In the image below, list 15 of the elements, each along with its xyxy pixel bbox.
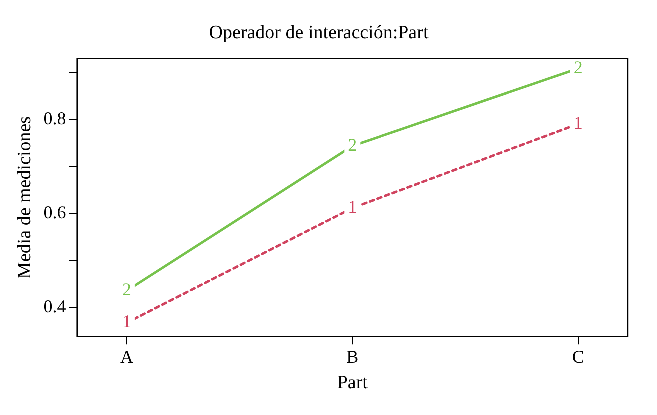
- x-axis-title: Part: [337, 372, 369, 394]
- series-label: 2: [348, 134, 358, 155]
- x-tick-label: A: [120, 347, 134, 368]
- text: 1: [574, 112, 583, 133]
- x-tick-label: C: [572, 347, 584, 368]
- chart-title: Operador de interacción:Part: [209, 22, 430, 44]
- x-tick-label: B: [346, 347, 359, 368]
- text: 2: [574, 57, 583, 78]
- y-axis-title: Media de mediciones: [14, 116, 36, 279]
- y-tick-label: 0.6: [44, 202, 66, 223]
- series-label: 1: [348, 197, 358, 218]
- text: 1: [122, 312, 132, 332]
- y-tick-label: 0.4: [44, 296, 66, 317]
- text: 2: [122, 280, 132, 300]
- y-tick-label: 0.8: [44, 108, 66, 129]
